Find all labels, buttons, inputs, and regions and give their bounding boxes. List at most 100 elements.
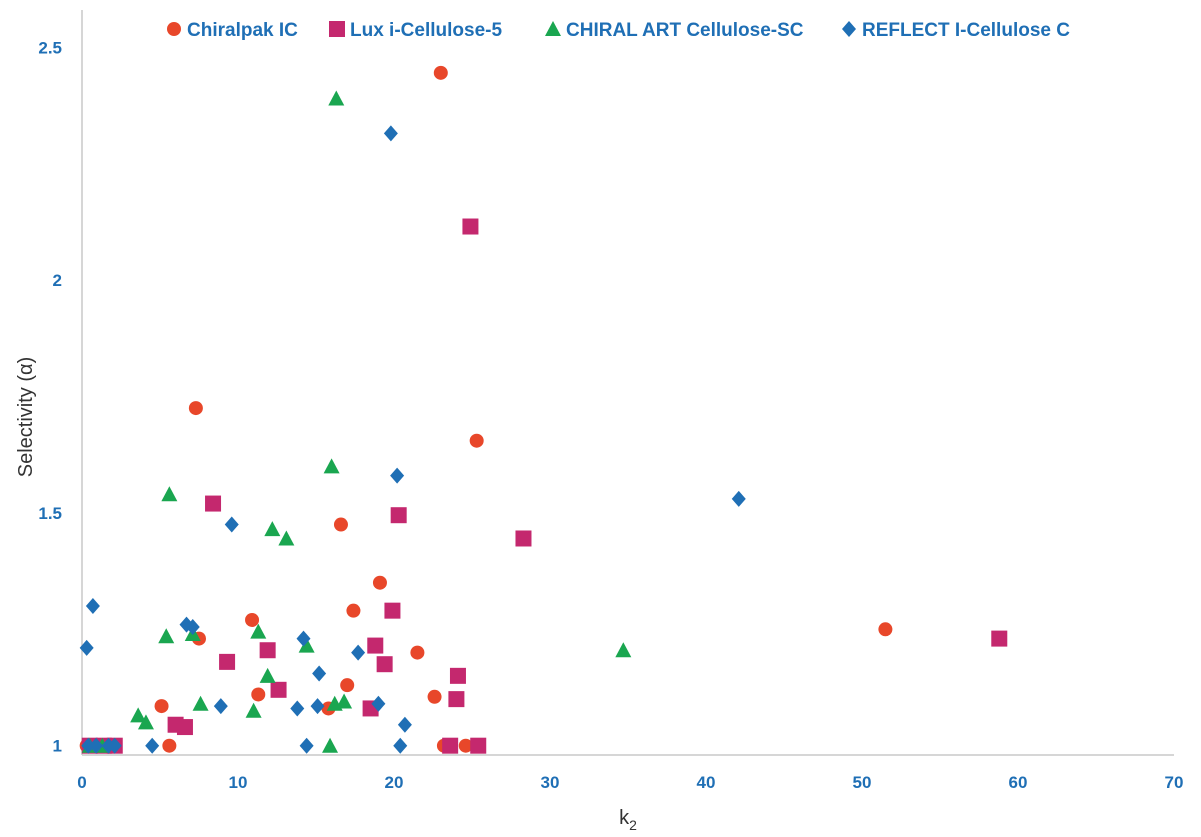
- legend-marker-diamond: [842, 21, 856, 37]
- x-tick-label: 20: [385, 773, 404, 792]
- data-point-square: [462, 218, 479, 235]
- x-tick-label: 10: [229, 773, 248, 792]
- data-point-diamond: [371, 695, 386, 712]
- x-tick-label: 30: [541, 773, 560, 792]
- data-point-triangle: [158, 628, 175, 644]
- data-point-triangle: [250, 623, 267, 639]
- y-tick-label: 1: [53, 737, 62, 756]
- data-point-circle: [346, 603, 361, 618]
- data-point-circle: [333, 517, 348, 532]
- legend-item: REFLECT I-Cellulose C: [842, 20, 1070, 41]
- data-point-triangle: [137, 714, 154, 730]
- data-point-square: [384, 602, 401, 619]
- data-point-diamond: [79, 639, 94, 656]
- legend-marker-square: [329, 21, 345, 37]
- x-tick-label: 40: [697, 773, 716, 792]
- data-point-triangle: [328, 90, 345, 106]
- data-point-triangle: [130, 707, 147, 723]
- legend-marker-triangle: [545, 21, 561, 36]
- data-point-diamond: [731, 490, 746, 507]
- data-point-triangle: [615, 642, 632, 658]
- data-point-circle: [372, 575, 387, 590]
- legend-item: Chiralpak IC: [167, 20, 298, 41]
- data-point-diamond: [310, 698, 325, 715]
- y-tick-label: 1.5: [38, 504, 62, 523]
- data-point-diamond: [299, 737, 314, 754]
- data-point-diamond: [145, 737, 160, 754]
- x-axis-label-subscript: 2: [629, 817, 637, 833]
- data-point-square: [205, 495, 222, 512]
- y-tick-label: 2.5: [38, 38, 62, 57]
- data-point-square: [515, 530, 532, 547]
- x-tick-label: 70: [1165, 773, 1184, 792]
- data-point-square: [176, 719, 193, 736]
- series-diamond: [79, 125, 746, 754]
- data-point-circle: [410, 645, 425, 660]
- data-point-circle: [878, 622, 893, 637]
- y-tick-label: 2: [53, 271, 62, 290]
- data-point-square: [390, 507, 407, 524]
- data-point-triangle: [192, 695, 209, 711]
- data-point-diamond: [393, 737, 408, 754]
- data-point-square: [219, 653, 236, 670]
- data-points: [79, 65, 1008, 754]
- legend-item: CHIRAL ART Cellulose-SC: [545, 20, 804, 41]
- data-point-diamond: [351, 644, 366, 661]
- data-point-diamond: [213, 698, 228, 715]
- data-point-square: [470, 737, 487, 754]
- data-point-square: [259, 642, 276, 659]
- data-point-square: [991, 630, 1008, 647]
- series-triangle: [81, 90, 632, 753]
- y-tick-labels: 1 1.5 2 2.5: [38, 38, 62, 755]
- data-point-square: [270, 681, 287, 698]
- data-point-triangle: [278, 530, 295, 546]
- data-point-diamond: [296, 630, 311, 647]
- data-point-circle: [469, 433, 484, 448]
- data-point-triangle: [161, 486, 178, 502]
- x-tick-label: 0: [77, 773, 86, 792]
- data-point-triangle: [298, 637, 315, 653]
- data-point-diamond: [185, 618, 200, 635]
- axes: [81, 10, 1174, 756]
- data-point-square: [376, 656, 393, 673]
- data-point-diamond: [89, 737, 104, 754]
- data-point-diamond: [312, 665, 327, 682]
- legend: Chiralpak IC Lux i-Cellulose-5 CHIRAL ART …: [167, 20, 1070, 41]
- data-point-triangle: [323, 458, 340, 474]
- data-point-triangle: [336, 693, 353, 709]
- data-point-circle: [154, 699, 169, 714]
- legend-label: Lux i-Cellulose-5: [350, 20, 502, 41]
- data-point-diamond: [383, 125, 398, 142]
- data-point-diamond: [107, 737, 122, 754]
- legend-item: Lux i-Cellulose-5: [329, 20, 502, 41]
- data-point-square: [442, 737, 459, 754]
- y-axis-label: Selectivity (α): [15, 357, 37, 477]
- data-point-diamond: [81, 737, 96, 754]
- data-point-circle: [245, 612, 260, 627]
- data-point-circle: [188, 401, 203, 416]
- data-point-diamond: [390, 467, 405, 484]
- x-axis-label: k2: [619, 807, 637, 833]
- data-point-square: [367, 637, 384, 654]
- data-point-circle: [433, 65, 448, 80]
- legend-label: CHIRAL ART Cellulose-SC: [566, 20, 804, 41]
- data-point-triangle: [264, 521, 281, 537]
- data-point-diamond: [224, 516, 239, 533]
- legend-label: REFLECT I-Cellulose C: [862, 20, 1070, 41]
- data-point-triangle: [322, 737, 339, 753]
- data-point-triangle: [259, 667, 276, 683]
- data-point-circle: [427, 689, 442, 704]
- legend-marker-circle: [167, 22, 181, 36]
- data-point-square: [448, 691, 465, 708]
- x-tick-label: 50: [853, 773, 872, 792]
- data-point-circle: [251, 687, 266, 702]
- legend-label: Chiralpak IC: [187, 20, 298, 41]
- data-point-diamond: [397, 716, 412, 733]
- data-point-circle: [162, 738, 177, 753]
- x-tick-labels: 0 10 20 30 40 50 60 70: [77, 773, 1183, 792]
- data-point-diamond: [85, 598, 100, 614]
- data-point-triangle: [245, 702, 262, 718]
- x-axis-label-main: k: [619, 807, 630, 829]
